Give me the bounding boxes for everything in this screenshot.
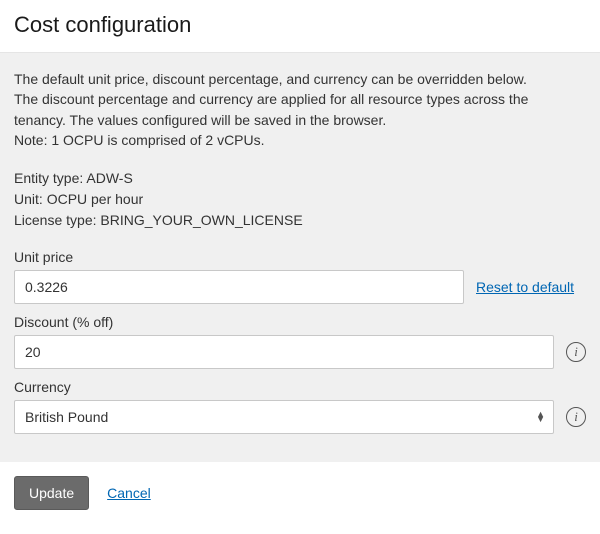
page-title: Cost configuration — [14, 12, 586, 38]
action-row: Update Cancel — [0, 462, 600, 528]
dialog-header: Cost configuration — [0, 0, 600, 53]
discount-label: Discount (% off) — [14, 314, 586, 330]
currency-select[interactable]: British Pound ▲▼ — [14, 400, 554, 434]
info-icon[interactable]: i — [566, 407, 586, 427]
unit-label: Unit: — [14, 191, 43, 207]
license-type-label: License type: — [14, 212, 97, 228]
discount-row: i — [14, 335, 586, 369]
unit-price-input[interactable] — [14, 270, 464, 304]
config-panel: The default unit price, discount percent… — [0, 53, 600, 462]
currency-row: British Pound ▲▼ i — [14, 400, 586, 434]
update-button[interactable]: Update — [14, 476, 89, 510]
chevron-updown-icon: ▲▼ — [536, 412, 545, 422]
desc-line-3: tenancy. The values configured will be s… — [14, 112, 386, 128]
desc-line-2: The discount percentage and currency are… — [14, 91, 528, 107]
currency-selected-value: British Pound — [25, 409, 108, 425]
unit-price-row: Reset to default — [14, 270, 586, 304]
desc-note: Note: 1 OCPU is comprised of 2 vCPUs. — [14, 132, 265, 148]
unit-value: OCPU per hour — [47, 191, 143, 207]
meta-license: License type: BRING_YOUR_OWN_LICENSE — [14, 210, 586, 231]
meta-unit: Unit: OCPU per hour — [14, 189, 586, 210]
cancel-link[interactable]: Cancel — [107, 485, 151, 501]
info-icon[interactable]: i — [566, 342, 586, 362]
description-text: The default unit price, discount percent… — [14, 69, 586, 150]
reset-to-default-link[interactable]: Reset to default — [476, 279, 574, 295]
entity-type-label: Entity type: — [14, 170, 83, 186]
meta-block: Entity type: ADW-S Unit: OCPU per hour L… — [14, 168, 586, 231]
discount-input[interactable] — [14, 335, 554, 369]
license-type-value: BRING_YOUR_OWN_LICENSE — [100, 212, 302, 228]
desc-line-1: The default unit price, discount percent… — [14, 71, 527, 87]
meta-entity: Entity type: ADW-S — [14, 168, 586, 189]
unit-price-label: Unit price — [14, 249, 586, 265]
entity-type-value: ADW-S — [86, 170, 132, 186]
currency-label: Currency — [14, 379, 586, 395]
